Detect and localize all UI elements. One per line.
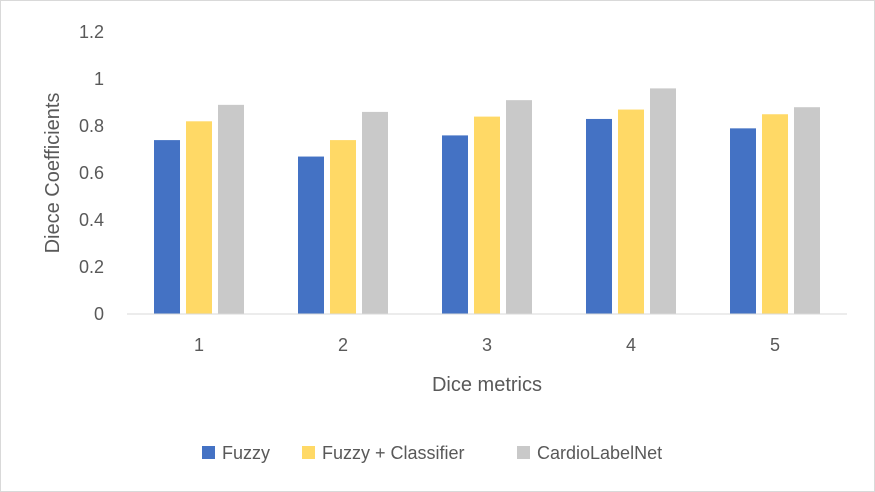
y-tick-label: 0.2	[79, 257, 104, 277]
x-tick-label: 4	[626, 335, 636, 355]
bar-fuzzy-2	[298, 156, 324, 314]
x-tick-label: 1	[194, 335, 204, 355]
y-tick-label: 0.4	[79, 210, 104, 230]
bar-fuzzy-classifier-1	[186, 121, 212, 314]
bar-cardiolabelnet-1	[218, 104, 244, 314]
legend-label: Fuzzy	[222, 443, 270, 463]
x-tick-label: 5	[770, 335, 780, 355]
legend-label: Fuzzy + Classifier	[322, 443, 465, 463]
bars	[154, 88, 820, 315]
bar-fuzzy-5	[730, 128, 756, 314]
bar-fuzzy-3	[442, 135, 468, 314]
legend-label: CardioLabelNet	[537, 443, 662, 463]
bar-fuzzy-classifier-4	[618, 109, 644, 314]
bar-fuzzy-1	[154, 140, 180, 314]
y-axis-title: Diece Coefficients	[42, 93, 64, 254]
legend: Fuzzy Fuzzy + Classifier CardioLabelNet	[202, 443, 662, 463]
y-tick-label: 0.8	[79, 116, 104, 136]
bar-cardiolabelnet-3	[506, 100, 532, 315]
bar-fuzzy-classifier-2	[330, 140, 356, 314]
legend-swatch	[302, 446, 315, 459]
legend-swatch	[517, 446, 530, 459]
y-tick-label: 1.2	[79, 22, 104, 42]
x-tick-label: 2	[338, 335, 348, 355]
legend-item-fuzzy: Fuzzy	[202, 443, 270, 463]
legend-item-fuzzy-classifier: Fuzzy + Classifier	[302, 443, 465, 463]
bar-cardiolabelnet-5	[794, 107, 820, 314]
bar-fuzzy-4	[586, 118, 612, 314]
legend-swatch	[202, 446, 215, 459]
y-tick-label: 0.6	[79, 163, 104, 183]
x-axis-title: Dice metrics	[432, 374, 542, 396]
bar-fuzzy-classifier-3	[474, 116, 500, 314]
bar-cardiolabelnet-2	[362, 111, 388, 315]
x-axis-ticks: 1 2 3 4 5	[194, 335, 780, 355]
x-tick-label: 3	[482, 335, 492, 355]
y-tick-label: 0	[94, 304, 104, 324]
bar-cardiolabelnet-4	[650, 88, 676, 315]
y-axis-ticks: 0 0.2 0.4 0.6 0.8 1 1.2	[79, 22, 104, 324]
y-tick-label: 1	[94, 69, 104, 89]
bar-fuzzy-classifier-5	[762, 114, 788, 314]
legend-item-cardiolabelnet: CardioLabelNet	[517, 443, 662, 463]
